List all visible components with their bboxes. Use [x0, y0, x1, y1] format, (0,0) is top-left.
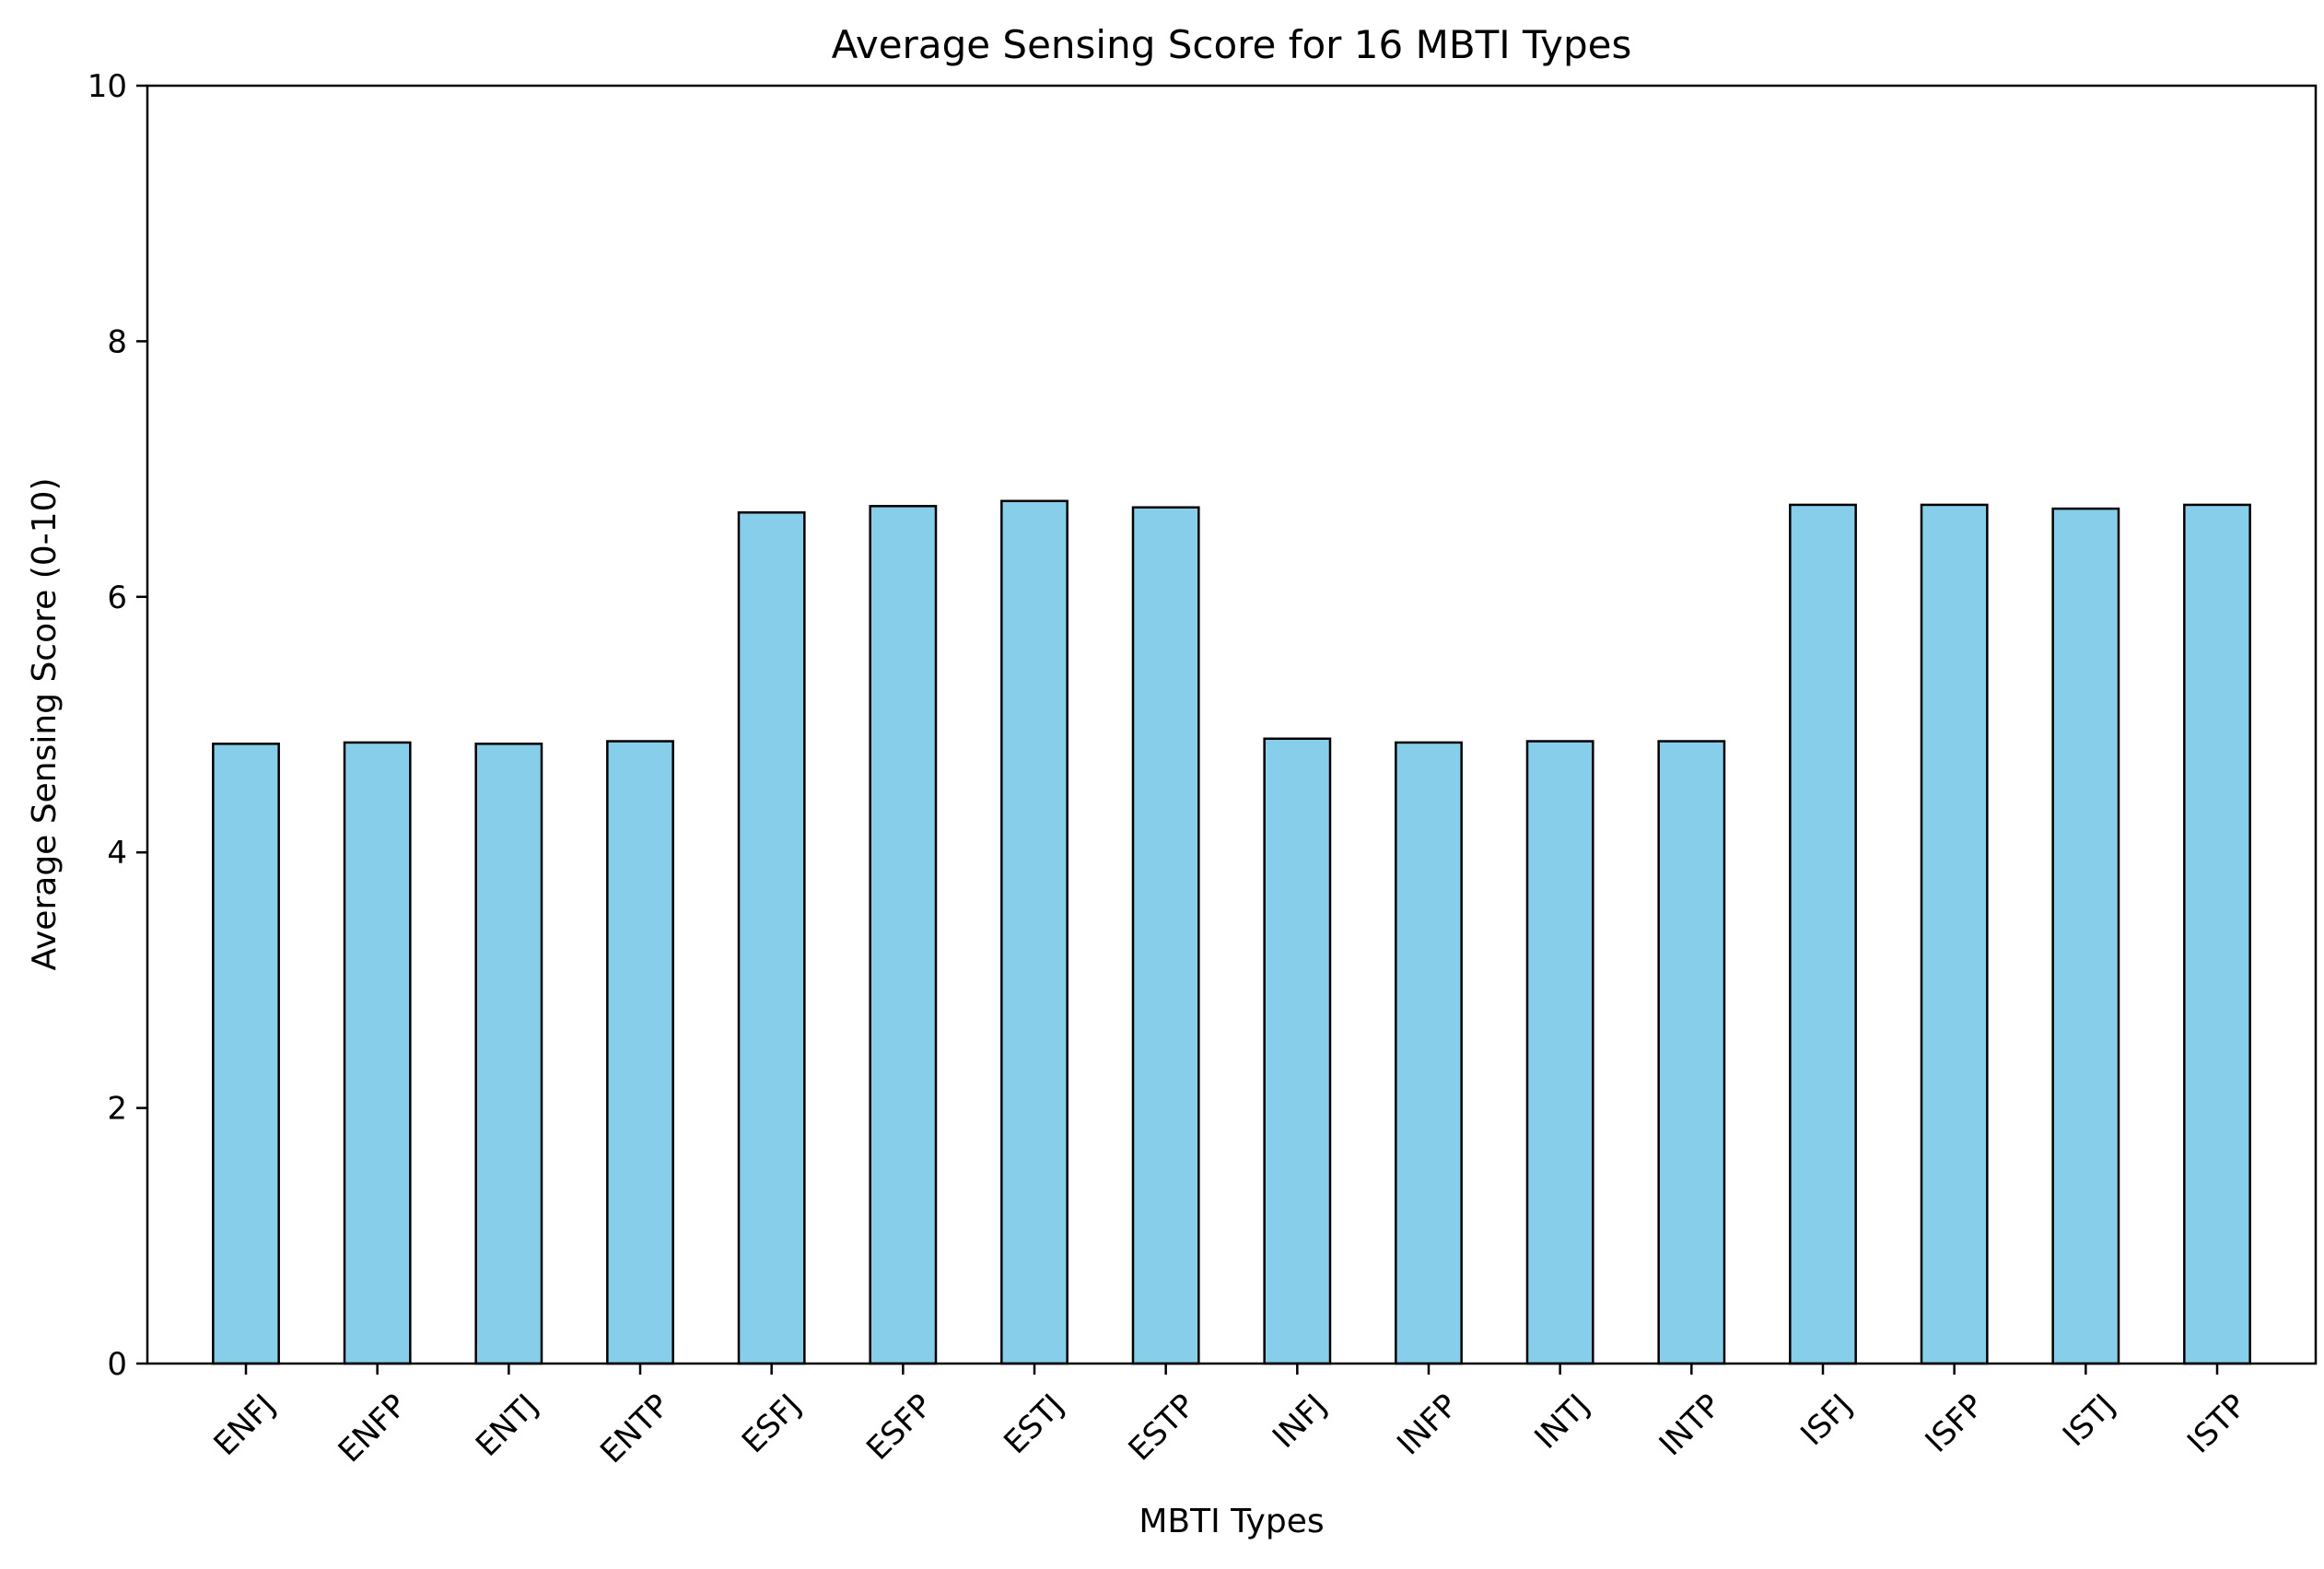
bar-istp [2183, 503, 2251, 1365]
bar-isfp [1920, 503, 1989, 1365]
y-axis: 0 2 4 6 8 10 [88, 68, 147, 1383]
bar-istj [2051, 507, 2120, 1365]
bar-esfj [737, 511, 806, 1365]
bar-estj [1000, 499, 1069, 1365]
bar-esfp [869, 505, 938, 1365]
y-tick-label: 0 [107, 1346, 127, 1383]
plot-frame [146, 84, 2318, 1365]
x-tick-label: ESFJ [735, 1388, 809, 1461]
x-tick-label: ESFP [859, 1388, 940, 1468]
bar-enfp [343, 741, 412, 1365]
x-tick-label: ENFP [332, 1388, 415, 1470]
y-tick-label: 8 [107, 323, 127, 360]
x-tick-label: ENTP [593, 1388, 677, 1471]
x-axis: ENFJ ENFP ENTJ ENTP ESFJ ESFP ESTJ ESTP INFJ INFP… [207, 1364, 2254, 1470]
x-tick-label: ESTJ [997, 1388, 1071, 1462]
x-tick-label: ISTJ [2056, 1388, 2122, 1454]
x-tick-label: ESTP [1122, 1388, 1203, 1469]
bar-entj [474, 743, 543, 1365]
chart-title: Average Sensing Score for 16 MBTI Types [832, 22, 1632, 67]
x-tick-label: ISFJ [1793, 1388, 1860, 1454]
x-tick-label: ISTP [2180, 1388, 2254, 1461]
x-tick-label: ENTJ [469, 1388, 545, 1464]
x-axis-label: MBTI Types [1139, 1503, 1324, 1540]
x-tick-label: INTJ [1527, 1388, 1596, 1457]
x-tick-label: INTP [1652, 1388, 1729, 1464]
x-tick-label: INFJ [1266, 1388, 1334, 1456]
y-axis-label: Average Sensing Score (0-10) [26, 477, 64, 970]
y-tick-label: 4 [107, 835, 127, 872]
x-tick-label: ISFP [1919, 1388, 1991, 1460]
bar-intj [1525, 740, 1594, 1365]
bar-intp [1657, 740, 1726, 1365]
x-tick-label: INFP [1390, 1388, 1466, 1463]
y-tick-label: 6 [107, 580, 127, 616]
y-tick-label: 10 [88, 68, 127, 105]
bar-series [212, 499, 2251, 1365]
x-tick-label: ENFJ [207, 1388, 283, 1463]
bar-isfj [1789, 503, 1857, 1365]
bar-estp [1131, 506, 1200, 1365]
bar-infj [1263, 737, 1332, 1365]
bar-enfj [212, 743, 280, 1365]
bar-infp [1395, 741, 1463, 1365]
bar-entp [606, 740, 674, 1365]
y-tick-label: 2 [107, 1091, 127, 1128]
